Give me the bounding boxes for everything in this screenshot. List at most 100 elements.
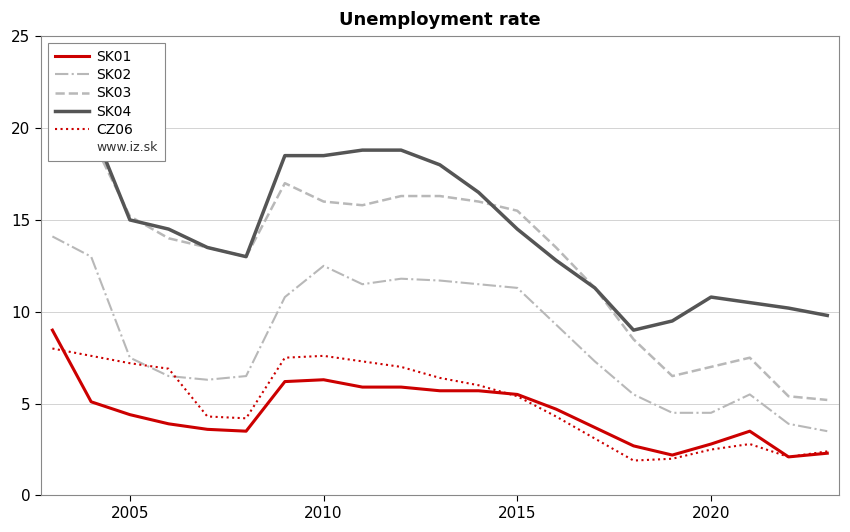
CZ06 <box>745 441 755 447</box>
SK03 <box>667 373 677 379</box>
SK04 <box>86 121 96 128</box>
SK04 <box>241 253 252 260</box>
SK04 <box>163 226 173 232</box>
CZ06 <box>163 365 173 372</box>
CZ06 <box>319 353 329 359</box>
SK01 <box>745 428 755 434</box>
SK02 <box>86 253 96 260</box>
CZ06 <box>202 413 212 420</box>
SK04 <box>628 327 638 334</box>
CZ06 <box>86 353 96 359</box>
SK02 <box>241 373 252 379</box>
CZ06 <box>48 345 58 352</box>
SK03 <box>628 336 638 343</box>
CZ06 <box>706 446 717 453</box>
SK03 <box>280 180 290 186</box>
SK03 <box>784 393 794 400</box>
SK02 <box>202 377 212 383</box>
SK01 <box>86 398 96 405</box>
CZ06 <box>396 364 406 370</box>
CZ06 <box>357 358 367 364</box>
SK01 <box>280 378 290 385</box>
SK01 <box>396 384 406 390</box>
SK01 <box>241 428 252 434</box>
SK02 <box>784 421 794 427</box>
SK01 <box>163 421 173 427</box>
Line: SK01: SK01 <box>53 330 827 457</box>
SK02 <box>396 276 406 282</box>
CZ06 <box>551 413 561 420</box>
SK04 <box>319 153 329 159</box>
SK01 <box>667 452 677 458</box>
SK04 <box>706 294 717 300</box>
SK01 <box>590 425 600 431</box>
CZ06 <box>513 393 523 400</box>
CZ06 <box>628 458 638 464</box>
SK02 <box>434 277 445 284</box>
SK03 <box>745 354 755 361</box>
SK02 <box>551 321 561 328</box>
SK03 <box>473 198 484 205</box>
SK02 <box>319 263 329 269</box>
SK01 <box>551 406 561 412</box>
SK03 <box>163 235 173 242</box>
SK02 <box>513 285 523 291</box>
SK04 <box>202 244 212 251</box>
SK03 <box>396 193 406 199</box>
CZ06 <box>125 360 135 367</box>
SK01 <box>513 391 523 397</box>
CZ06 <box>590 435 600 442</box>
SK01 <box>202 426 212 433</box>
SK01 <box>822 450 832 456</box>
SK02 <box>48 233 58 239</box>
SK04 <box>822 312 832 319</box>
SK03 <box>319 198 329 205</box>
SK04 <box>396 147 406 153</box>
CZ06 <box>473 382 484 388</box>
SK04 <box>48 115 58 122</box>
SK02 <box>667 410 677 416</box>
SK02 <box>163 373 173 379</box>
SK01 <box>473 388 484 394</box>
SK01 <box>706 441 717 447</box>
SK03 <box>551 244 561 251</box>
SK02 <box>357 281 367 287</box>
SK02 <box>822 428 832 434</box>
SK03 <box>434 193 445 199</box>
CZ06 <box>434 375 445 381</box>
CZ06 <box>667 455 677 462</box>
SK01 <box>434 388 445 394</box>
SK04 <box>473 189 484 196</box>
SK04 <box>280 153 290 159</box>
SK03 <box>513 207 523 214</box>
SK03 <box>357 202 367 209</box>
SK02 <box>706 410 717 416</box>
SK03 <box>48 125 58 131</box>
SK04 <box>745 300 755 306</box>
SK01 <box>784 454 794 460</box>
SK01 <box>48 327 58 334</box>
SK02 <box>590 358 600 364</box>
SK03 <box>202 244 212 251</box>
SK02 <box>745 391 755 397</box>
SK04 <box>551 257 561 263</box>
SK03 <box>86 134 96 140</box>
SK01 <box>628 443 638 449</box>
SK01 <box>357 384 367 390</box>
SK02 <box>125 354 135 361</box>
SK04 <box>434 162 445 168</box>
SK03 <box>590 285 600 291</box>
SK04 <box>357 147 367 153</box>
SK03 <box>241 253 252 260</box>
SK01 <box>125 411 135 418</box>
Line: SK03: SK03 <box>53 128 827 400</box>
SK04 <box>667 318 677 324</box>
CZ06 <box>822 448 832 454</box>
SK04 <box>784 305 794 311</box>
CZ06 <box>280 354 290 361</box>
CZ06 <box>241 415 252 421</box>
SK02 <box>628 391 638 397</box>
SK03 <box>706 364 717 370</box>
SK01 <box>319 377 329 383</box>
Title: Unemployment rate: Unemployment rate <box>339 11 541 29</box>
